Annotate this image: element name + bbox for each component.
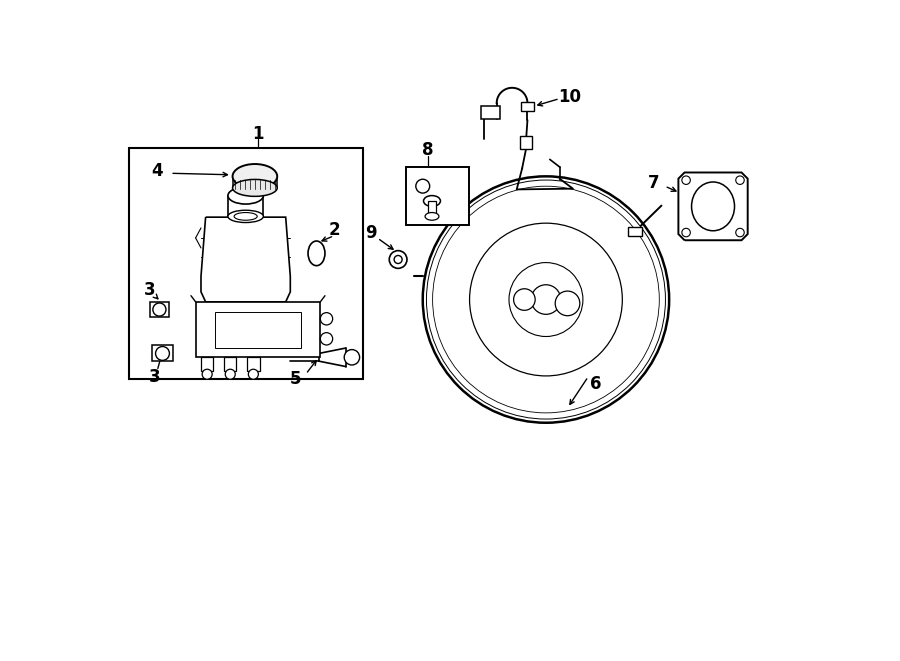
Ellipse shape: [232, 179, 277, 196]
Circle shape: [736, 176, 744, 184]
Circle shape: [555, 291, 580, 316]
Circle shape: [682, 176, 690, 184]
Ellipse shape: [232, 164, 277, 188]
Circle shape: [514, 289, 536, 310]
Ellipse shape: [425, 213, 439, 220]
Text: 3: 3: [144, 280, 155, 299]
Ellipse shape: [308, 241, 325, 266]
Bar: [129, 148, 364, 379]
Text: 2: 2: [328, 221, 340, 239]
Circle shape: [531, 285, 561, 315]
Bar: [195, 302, 320, 358]
Bar: [406, 167, 469, 225]
Circle shape: [248, 369, 258, 379]
Bar: [224, 358, 237, 371]
Text: 5: 5: [290, 370, 302, 388]
Ellipse shape: [424, 196, 440, 206]
Bar: [215, 312, 302, 348]
Text: 8: 8: [422, 141, 434, 159]
Text: 1: 1: [252, 125, 264, 143]
Bar: [248, 358, 259, 371]
Ellipse shape: [691, 182, 734, 231]
Bar: [520, 136, 532, 149]
Text: 6: 6: [590, 375, 602, 393]
Bar: [628, 227, 643, 237]
Bar: [521, 102, 534, 111]
Circle shape: [202, 369, 212, 379]
Ellipse shape: [234, 213, 257, 220]
Bar: [201, 358, 213, 371]
Ellipse shape: [228, 187, 264, 204]
Text: 4: 4: [151, 162, 163, 180]
Circle shape: [394, 256, 402, 264]
Bar: [428, 201, 436, 216]
Bar: [152, 345, 173, 361]
Circle shape: [320, 313, 333, 325]
Bar: [482, 106, 500, 118]
Circle shape: [416, 179, 429, 193]
Circle shape: [153, 303, 166, 316]
PathPatch shape: [679, 173, 748, 240]
Circle shape: [470, 223, 622, 376]
Ellipse shape: [228, 210, 264, 223]
Circle shape: [390, 251, 407, 268]
Circle shape: [156, 346, 169, 360]
Circle shape: [682, 228, 690, 237]
Circle shape: [225, 369, 235, 379]
Bar: [150, 302, 168, 317]
Text: 9: 9: [365, 223, 377, 241]
Circle shape: [427, 180, 665, 419]
Circle shape: [736, 228, 744, 237]
Circle shape: [344, 350, 360, 365]
Text: 3: 3: [149, 368, 160, 385]
Circle shape: [433, 186, 660, 413]
PathPatch shape: [201, 217, 291, 302]
Circle shape: [509, 262, 583, 336]
Circle shape: [320, 332, 333, 345]
Text: 7: 7: [648, 174, 660, 192]
Text: 10: 10: [558, 88, 581, 106]
Circle shape: [423, 176, 670, 423]
